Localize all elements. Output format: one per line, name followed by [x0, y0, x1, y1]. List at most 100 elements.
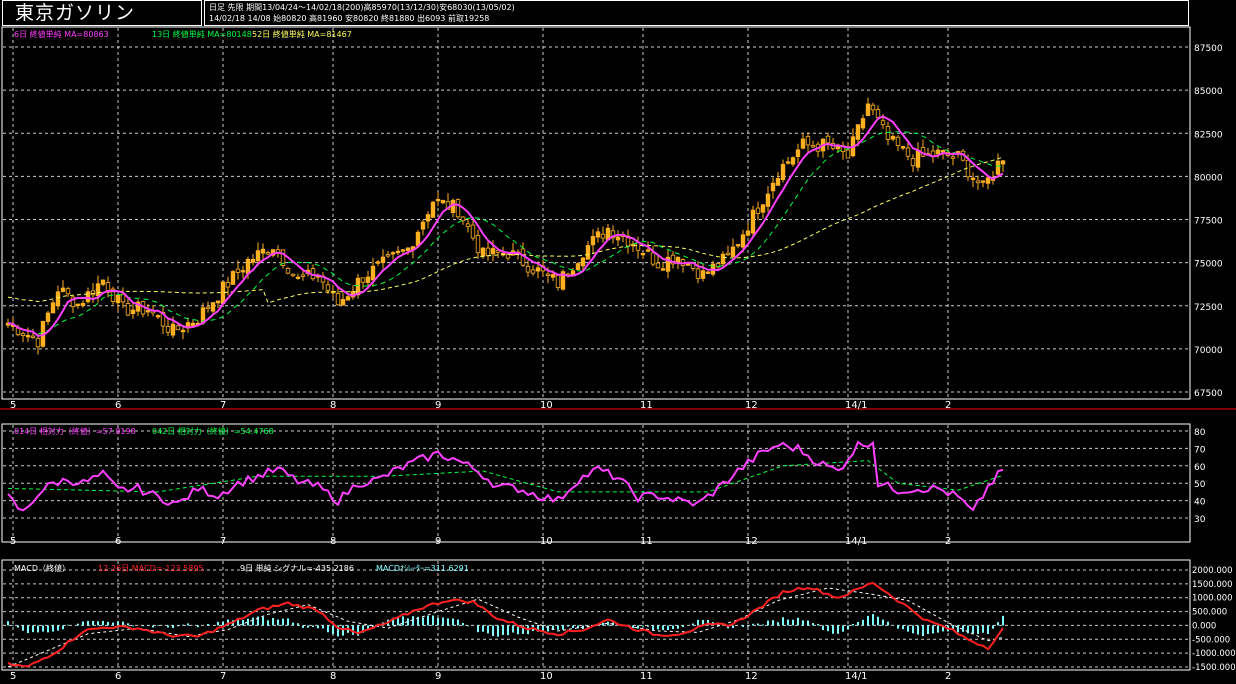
y-tick-label: 2000.000	[1192, 566, 1233, 576]
candle-body	[340, 299, 346, 306]
candle-body	[375, 261, 381, 264]
candle-body	[25, 334, 31, 338]
legend-rsi42: 042日 相対力（終値）=54.4768	[152, 426, 274, 436]
candle-body	[665, 256, 671, 272]
candle-body	[730, 246, 736, 257]
candle-body	[975, 180, 981, 184]
gridlines	[3, 28, 1189, 669]
period-info: 日足 先限 期間13/04/24〜14/02/18(200)高85970(13/…	[209, 3, 515, 12]
y-tick-label: 40	[1194, 498, 1206, 508]
rsi-panel-frame	[1, 423, 1191, 543]
y-tick-label: 500.000	[1192, 608, 1227, 618]
candle-body	[655, 262, 661, 269]
candle-body	[590, 236, 596, 246]
candle-body	[670, 254, 676, 265]
x-tick-label: 5	[10, 671, 16, 682]
candle-body	[335, 293, 341, 306]
legend-macd-title: MACD（終値）	[14, 563, 70, 573]
candle-body	[885, 126, 891, 140]
candle-body	[910, 158, 916, 167]
candle-body	[545, 273, 551, 276]
candle-body	[250, 258, 256, 263]
candle-body	[950, 156, 956, 159]
y-tick-label: 70000	[1194, 346, 1223, 356]
axis-labels: 5 5 5 6 6 6 7 7 7 8 8 8 9 9 9 10 10 10 11 11 11 12 12 12 14/1 14/…	[10, 44, 1236, 682]
candle-body	[55, 291, 61, 307]
x-tick-label: 6	[115, 671, 121, 682]
candle-body	[255, 250, 261, 262]
candle-body	[285, 268, 291, 274]
x-tick-label: 12	[745, 400, 758, 411]
candle-body	[555, 274, 561, 288]
candle-body	[380, 256, 386, 263]
y-tick-label: 1000.000	[1192, 594, 1233, 604]
candle-body	[480, 247, 486, 257]
candle-body	[785, 161, 791, 164]
x-tick-label: 11	[640, 536, 653, 547]
candle-body	[165, 326, 171, 333]
candle-body	[205, 306, 211, 310]
legend-ma52: 52日 終値単純 MA=81467	[252, 29, 352, 39]
candle-body	[640, 252, 646, 256]
candle-body	[135, 301, 141, 312]
y-tick-label: 85000	[1194, 87, 1223, 97]
candle-body	[60, 287, 66, 292]
candle-body	[825, 135, 831, 144]
candle-body	[365, 276, 371, 284]
candle-body	[865, 103, 871, 116]
y-tick-label: 72500	[1194, 303, 1223, 313]
candle-body	[440, 199, 446, 204]
candle-body	[795, 149, 801, 158]
candle-body	[905, 147, 911, 157]
candle-body	[460, 216, 466, 222]
y-tick-label: 0.000	[1192, 621, 1216, 631]
candle-body	[695, 268, 701, 279]
candle-body	[295, 276, 301, 279]
x-tick-label: 9	[435, 671, 441, 682]
y-tick-label: 75000	[1194, 260, 1223, 270]
candle-body	[560, 271, 566, 290]
candle-body	[130, 309, 136, 315]
candle-body	[95, 283, 101, 297]
candle-body	[645, 249, 651, 252]
candle-body	[290, 273, 296, 277]
candle-body	[740, 234, 746, 248]
x-tick-label: 14/1	[845, 671, 867, 682]
x-tick-label: 8	[330, 400, 336, 411]
candle-body	[575, 263, 581, 270]
rsi-lines	[7, 440, 1004, 512]
candle-body	[720, 253, 726, 265]
candle-body	[20, 333, 26, 336]
signal-line	[7, 587, 1004, 668]
candle-body	[780, 164, 786, 180]
y-tick-label: -1000.000	[1192, 649, 1236, 659]
candle-body	[80, 302, 86, 306]
candle-body	[615, 236, 621, 241]
candle-body	[455, 199, 461, 218]
candle-body	[345, 296, 351, 301]
candle-body	[300, 274, 306, 277]
candle-body	[230, 271, 236, 285]
candle-body	[535, 267, 541, 272]
candle-body	[435, 198, 441, 202]
candle-body	[395, 250, 401, 254]
candle-body	[70, 296, 76, 308]
x-tick-label: 8	[330, 536, 336, 547]
candle-body	[470, 224, 476, 239]
y-tick-label: 70	[1194, 445, 1206, 455]
candle-body	[390, 252, 396, 255]
candle-body	[35, 337, 41, 348]
x-tick-label: 7	[220, 400, 226, 411]
candle-body	[400, 249, 406, 252]
x-tick-label: 12	[745, 536, 758, 547]
candle-body	[430, 201, 436, 218]
x-tick-label: 7	[220, 671, 226, 682]
candle-body	[175, 325, 181, 331]
candle-body	[650, 252, 656, 265]
ma13-line	[37, 131, 1004, 335]
candle-body	[490, 248, 496, 255]
candle-body	[980, 180, 986, 183]
candle-body	[855, 124, 861, 140]
candle-body	[880, 120, 886, 126]
